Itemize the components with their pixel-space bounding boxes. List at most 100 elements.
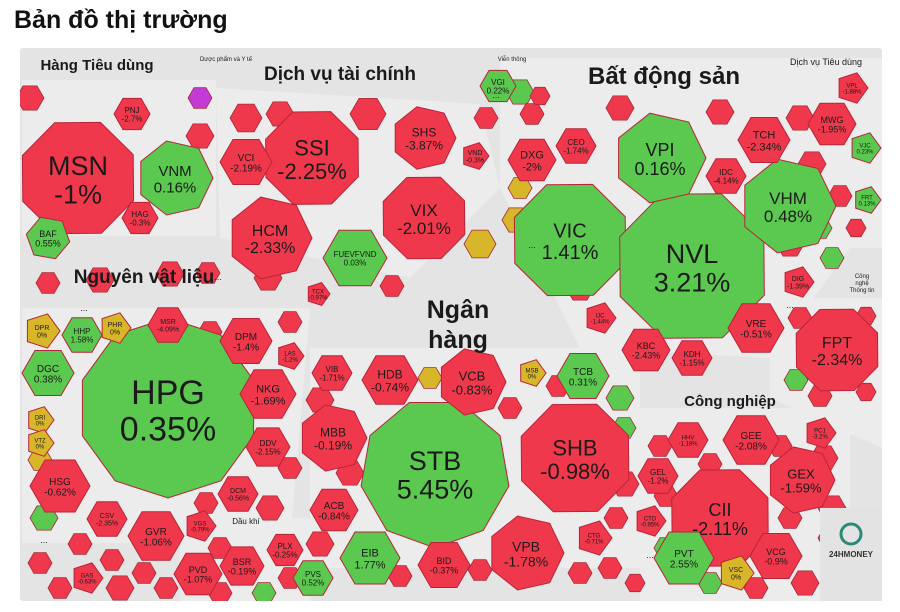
stock-dcm[interactable]: DCM-0.56% bbox=[217, 476, 259, 512]
stock-cell[interactable] bbox=[26, 313, 61, 349]
stock-cell[interactable] bbox=[744, 158, 837, 254]
stock-cell[interactable] bbox=[219, 318, 273, 364]
group-label-dk[interactable]: Dầu khí bbox=[232, 517, 260, 526]
stock-cell[interactable] bbox=[653, 531, 715, 585]
stock-cell[interactable] bbox=[720, 555, 755, 591]
stock-cell[interactable] bbox=[621, 328, 671, 372]
stock-cell[interactable] bbox=[301, 404, 368, 472]
stock-kdh[interactable]: KDH-1.15% bbox=[671, 340, 713, 376]
stock-vcb[interactable]: VCB-0.83% bbox=[440, 348, 507, 416]
stock-cell[interactable] bbox=[417, 542, 471, 588]
more-marker[interactable]: ... bbox=[214, 272, 222, 282]
stock-hhv[interactable]: HHV-1.18% bbox=[667, 422, 709, 458]
stock-idc[interactable]: IDC-4.14% bbox=[705, 158, 747, 194]
group-label-cn[interactable]: Công nghiệp bbox=[684, 393, 776, 410]
stock-gex[interactable]: GEX-1.59% bbox=[769, 446, 836, 514]
stock-cell[interactable] bbox=[219, 546, 265, 586]
stock-cell[interactable] bbox=[440, 348, 507, 416]
stock-dxg[interactable]: DXG-2% bbox=[507, 138, 557, 182]
stock-cell[interactable] bbox=[667, 422, 709, 458]
stock-cell[interactable] bbox=[578, 520, 613, 556]
group-label-dvtc[interactable]: Dịch vụ tài chính bbox=[264, 64, 416, 85]
stock-cell[interactable] bbox=[855, 186, 882, 214]
stock-cell[interactable] bbox=[555, 128, 597, 164]
stock-gel[interactable]: GEL-1.2% bbox=[637, 458, 679, 494]
stock-vci[interactable]: VCI-2.19% bbox=[219, 139, 273, 185]
stock-cell[interactable] bbox=[806, 417, 837, 449]
more-marker[interactable]: ... bbox=[80, 303, 88, 313]
stock-msr[interactable]: MSR-4.09% bbox=[147, 307, 189, 343]
stock-cell[interactable] bbox=[727, 303, 785, 353]
stock-vre[interactable]: VRE-0.51% bbox=[727, 303, 785, 353]
stock-cell[interactable] bbox=[219, 139, 273, 185]
stock-tcx[interactable]: TCX-0.97% bbox=[307, 282, 331, 306]
stock-cell[interactable] bbox=[239, 369, 297, 419]
stock-cell[interactable] bbox=[382, 176, 466, 260]
stock-cell[interactable] bbox=[507, 138, 557, 182]
stock-cell[interactable] bbox=[278, 342, 305, 370]
group-label-bds[interactable]: Bất động sản bbox=[588, 63, 740, 90]
stock-cell[interactable] bbox=[795, 308, 879, 392]
more-marker[interactable]: ... bbox=[528, 240, 536, 250]
stock-cell[interactable] bbox=[28, 429, 55, 457]
stock-cell[interactable] bbox=[307, 282, 331, 306]
stock-pnj[interactable]: PNJ-2.7% bbox=[113, 97, 151, 131]
stock-kbc[interactable]: KBC-2.43% bbox=[621, 328, 671, 372]
stock-hsg[interactable]: HSG-0.62% bbox=[29, 459, 91, 513]
stock-cell[interactable] bbox=[784, 266, 815, 298]
stock-cell[interactable] bbox=[322, 229, 388, 287]
stock-cell[interactable] bbox=[513, 183, 627, 297]
stock-cell[interactable] bbox=[113, 97, 151, 131]
stock-gas[interactable]: GAS-0.63% bbox=[73, 562, 104, 594]
stock-gvr[interactable]: GVR-1.06% bbox=[127, 511, 185, 561]
stock-cell[interactable] bbox=[173, 552, 223, 596]
stock-cell[interactable] bbox=[147, 307, 189, 343]
stock-cell[interactable] bbox=[127, 511, 185, 561]
more-marker[interactable]: ... bbox=[646, 550, 654, 560]
stock-vpl[interactable]: VPL-1.88% bbox=[838, 72, 869, 104]
stock-dpm[interactable]: DPM-1.4% bbox=[219, 318, 273, 364]
stock-bid[interactable]: BID-0.37% bbox=[417, 542, 471, 588]
stock-cell[interactable] bbox=[556, 353, 610, 399]
stock-cell[interactable] bbox=[140, 140, 214, 216]
stock-cell[interactable] bbox=[292, 560, 334, 596]
group-label-dpyt[interactable]: Dược phẩm và Y tế bbox=[200, 56, 253, 63]
stock-cell[interactable] bbox=[838, 72, 869, 104]
stock-pvd[interactable]: PVD-1.07% bbox=[173, 552, 223, 596]
stock-cell[interactable] bbox=[749, 533, 803, 579]
more-marker[interactable]: ... bbox=[786, 300, 794, 310]
stock-cell[interactable] bbox=[339, 531, 401, 585]
stock-ctg[interactable]: CTG-0.71% bbox=[578, 520, 613, 556]
stock-ceo[interactable]: CEO-1.74% bbox=[555, 128, 597, 164]
stock-cell[interactable] bbox=[463, 142, 490, 170]
stock-vgs[interactable]: VGS-0.79% bbox=[186, 510, 217, 542]
stock-vpb[interactable]: VPB-1.78% bbox=[491, 515, 565, 591]
stock-hcm[interactable]: HCM-2.33% bbox=[231, 196, 313, 280]
stock-cell[interactable] bbox=[360, 402, 510, 549]
stock-cell[interactable] bbox=[245, 427, 291, 467]
more-marker[interactable]: ... bbox=[40, 535, 48, 545]
stock-acb[interactable]: ACB-0.84% bbox=[309, 488, 359, 532]
stock-cell[interactable] bbox=[186, 510, 217, 542]
stock-vib[interactable]: VIB-1.71% bbox=[311, 355, 353, 391]
stock-bsr[interactable]: BSR-0.19% bbox=[219, 546, 265, 586]
stock-ctd[interactable]: CTD-0.95% bbox=[636, 505, 667, 537]
stock-cell[interactable] bbox=[266, 533, 304, 567]
stock-cell[interactable] bbox=[491, 515, 565, 591]
stock-msn[interactable]: MSN-1% bbox=[21, 121, 135, 235]
stock-nkg[interactable]: NKG-1.69% bbox=[239, 369, 297, 419]
